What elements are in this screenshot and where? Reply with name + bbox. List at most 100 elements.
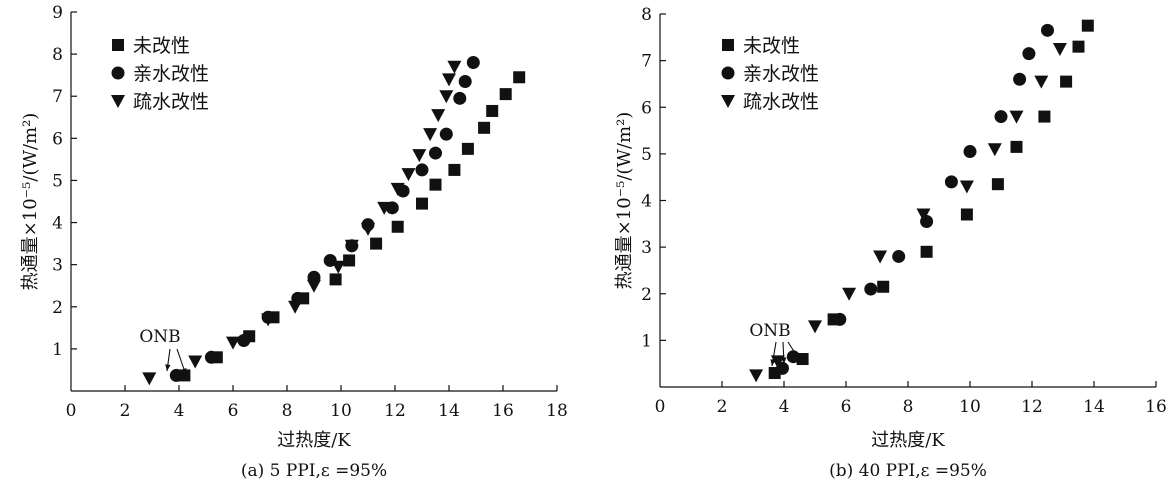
y-tick-label: 8 <box>52 45 63 65</box>
data-point-square <box>486 104 499 117</box>
onb-arrow-head <box>770 359 776 366</box>
legend-label: 疏水改性 <box>133 91 209 113</box>
onb-arrow-head <box>181 368 187 375</box>
y-tick-label: 4 <box>641 192 652 212</box>
data-point-triangle <box>142 372 157 386</box>
legend-label: 亲水改性 <box>133 63 209 85</box>
panel-caption: (a) 5 PPI,ε =95% <box>241 461 387 481</box>
x-tick-label: 12 <box>384 401 406 421</box>
x-tick-label: 4 <box>779 397 790 417</box>
x-tick-label: 16 <box>1145 397 1167 417</box>
y-tick-label: 9 <box>52 3 63 23</box>
y-tick-label: 2 <box>52 298 63 318</box>
data-point-triangle <box>873 250 888 264</box>
x-tick-label: 6 <box>228 401 239 421</box>
data-point-triangle <box>808 320 822 334</box>
x-axis-title: 过热度/K <box>871 430 945 451</box>
x-tick-label: 0 <box>66 401 77 421</box>
legend-label: 疏水改性 <box>743 91 819 113</box>
chart-panel-b: 0 2 4 6 8 10 12 14 1612345678过热度/K热通量×10⁻⁵/(W/m²… <box>614 5 1167 481</box>
chart-panel-a: 0 2 4 6 8 10 12 14 16 18123456789过热度/K热通量×10⁻⁵/(W… <box>20 3 568 481</box>
data-point-triangle <box>987 143 1002 157</box>
onb-arrow-head <box>796 357 802 364</box>
data-point-triangle <box>1034 75 1049 89</box>
data-point-circle <box>1041 23 1054 37</box>
y-tick-label: 6 <box>641 98 652 118</box>
data-point-circle <box>466 56 480 70</box>
legend-marker-circle <box>721 66 735 80</box>
data-point-triangle <box>226 336 240 350</box>
data-point-triangle <box>412 149 427 163</box>
y-tick-label: 1 <box>52 340 63 360</box>
data-point-triangle <box>770 355 785 369</box>
data-point-circle <box>429 146 442 160</box>
y-axis-title: 热通量×10⁻⁵/(W/m²) <box>614 112 635 290</box>
data-point-square <box>1038 110 1051 123</box>
onb-annotation: ONB <box>749 321 790 341</box>
data-point-circle <box>439 127 453 141</box>
data-point-circle <box>963 145 977 159</box>
data-point-square <box>461 142 474 155</box>
x-tick-label: 2 <box>717 397 728 417</box>
data-point-triangle <box>447 60 462 74</box>
legend-marker-square <box>722 39 734 51</box>
y-tick-label: 7 <box>52 87 63 107</box>
data-point-triangle <box>307 279 321 293</box>
y-tick-label: 4 <box>52 214 63 234</box>
data-point-circle <box>458 74 472 88</box>
x-tick-label: 0 <box>655 397 666 417</box>
data-point-square <box>478 121 491 134</box>
data-point-square <box>448 163 461 176</box>
y-tick-label: 2 <box>641 285 652 305</box>
data-point-triangle <box>442 73 456 87</box>
data-point-square <box>370 237 383 250</box>
data-point-triangle <box>401 168 416 182</box>
legend-label: 未改性 <box>743 35 800 57</box>
x-tick-label: 8 <box>903 397 914 417</box>
data-point-circle <box>204 350 218 364</box>
data-point-square <box>329 273 342 286</box>
x-tick-label: 14 <box>1083 397 1105 417</box>
x-tick-label: 10 <box>959 397 981 417</box>
data-point-triangle <box>749 369 764 383</box>
data-point-triangle <box>439 90 454 104</box>
data-point-square <box>991 178 1004 191</box>
data-point-triangle <box>1052 42 1067 56</box>
y-tick-label: 7 <box>641 52 652 72</box>
x-tick-label: 6 <box>841 397 852 417</box>
data-point-square <box>429 178 442 191</box>
y-tick-label: 5 <box>641 145 652 165</box>
x-axis-title: 过热度/K <box>277 430 351 451</box>
data-point-square <box>1081 19 1094 32</box>
legend-marker-square <box>112 39 124 51</box>
data-point-square <box>343 254 356 267</box>
x-tick-label: 18 <box>546 401 568 421</box>
x-tick-label: 12 <box>1021 397 1043 417</box>
data-point-square <box>499 88 512 101</box>
data-point-circle <box>237 333 251 347</box>
data-point-square <box>960 208 973 221</box>
y-tick-label: 8 <box>641 5 652 25</box>
data-point-circle <box>892 249 906 263</box>
data-point-square <box>1010 140 1023 153</box>
y-tick-label: 3 <box>641 238 652 258</box>
data-point-triangle <box>331 260 346 274</box>
x-tick-label: 2 <box>120 401 131 421</box>
data-point-triangle <box>361 222 375 236</box>
data-point-square <box>416 197 428 210</box>
x-tick-label: 14 <box>438 401 460 421</box>
legend-marker-triangle <box>111 95 125 108</box>
legend-marker-triangle <box>721 95 735 108</box>
data-point-triangle <box>377 201 392 215</box>
onb-arrow-head <box>780 357 787 364</box>
x-tick-label: 16 <box>492 401 514 421</box>
data-point-circle <box>169 368 183 382</box>
data-point-triangle <box>344 239 359 253</box>
x-tick-label: 10 <box>330 401 352 421</box>
data-point-triangle <box>390 182 405 196</box>
onb-arrow-head <box>165 364 171 371</box>
data-point-triangle <box>188 355 203 369</box>
